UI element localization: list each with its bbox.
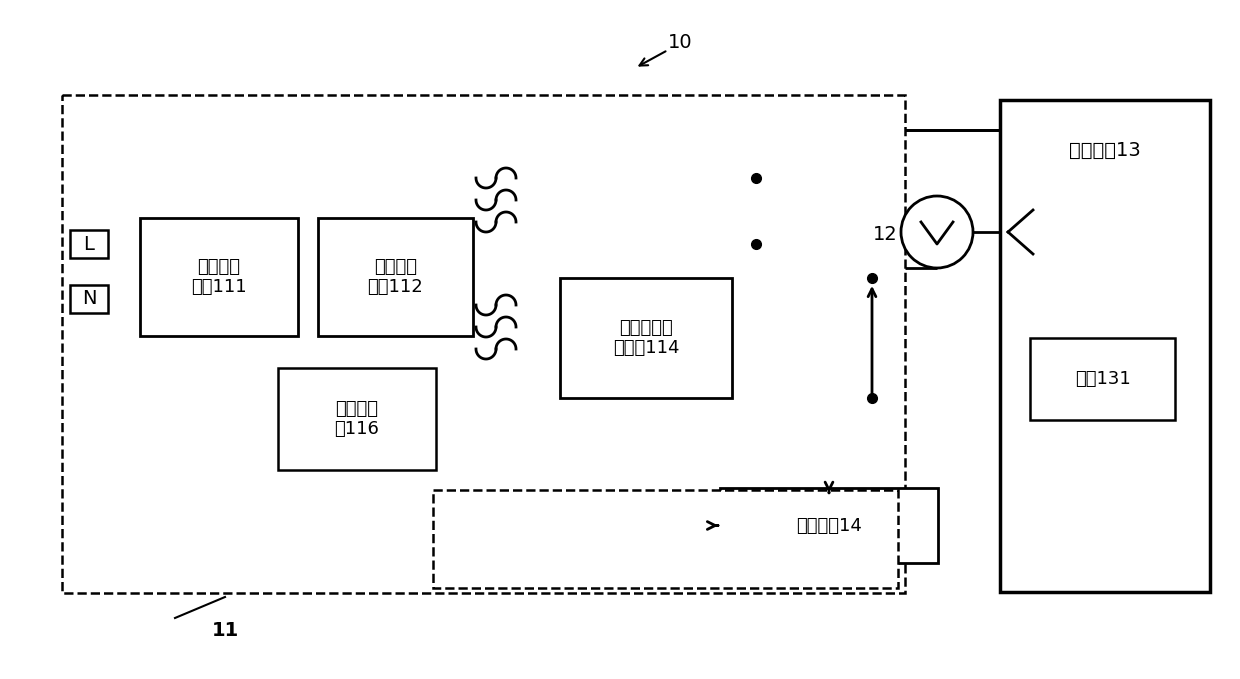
Bar (69, 230, 108, 258)
Text: 12: 12 (873, 225, 898, 244)
Bar (999, 100, 1210, 592)
Text: 冷却单元14: 冷却单元14 (796, 517, 862, 534)
Text: 内部控制
器116: 内部控制 器116 (335, 400, 379, 439)
Text: 整流滤波
单元111: 整流滤波 单元111 (191, 257, 247, 297)
Text: 工作腔体13: 工作腔体13 (1069, 141, 1141, 160)
Bar (317, 218, 472, 336)
Text: 11: 11 (211, 621, 238, 640)
Text: N: N (82, 289, 97, 308)
Bar (1030, 338, 1176, 420)
Bar (62, 95, 905, 593)
Bar (140, 218, 298, 336)
Bar (69, 285, 108, 313)
Bar (278, 368, 436, 470)
Text: L: L (83, 234, 94, 253)
Bar (560, 278, 732, 398)
Text: 10: 10 (667, 33, 692, 52)
Bar (720, 488, 937, 563)
Circle shape (901, 196, 973, 268)
Text: 功率变换
单元112: 功率变换 单元112 (367, 257, 423, 297)
Text: 负载131: 负载131 (1075, 370, 1131, 388)
Bar (433, 490, 898, 588)
Text: 高压整流滤
波单元114: 高压整流滤 波单元114 (613, 318, 680, 357)
